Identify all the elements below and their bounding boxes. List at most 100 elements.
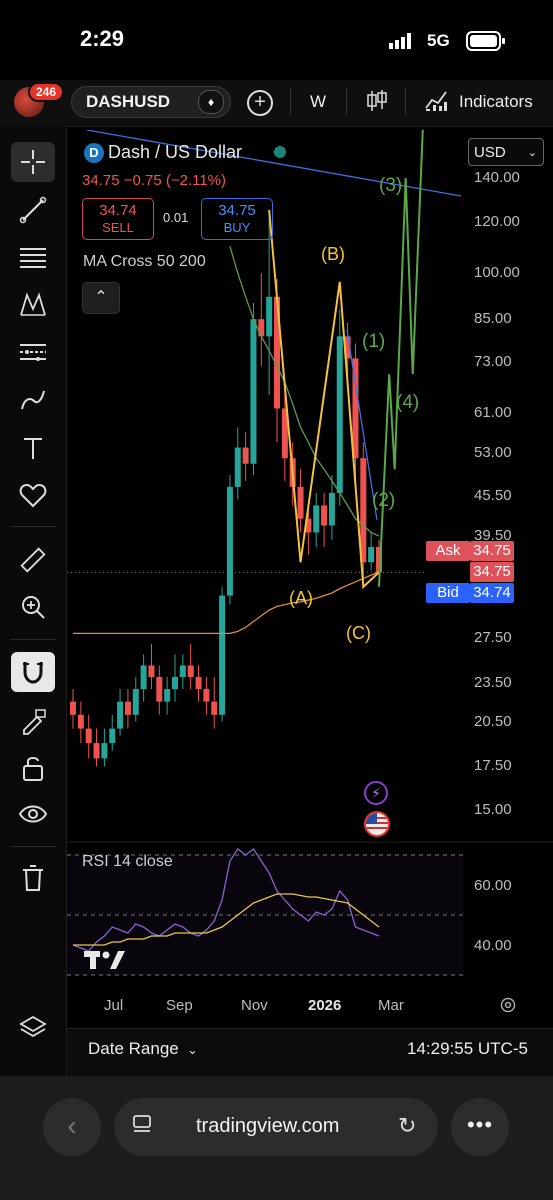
zoom-in-icon[interactable] (11, 587, 55, 627)
ma-line (73, 571, 380, 635)
candle-body (360, 458, 367, 563)
panel-divider (10, 639, 56, 640)
candle-body (179, 665, 186, 678)
sell-button[interactable]: 34.74 SELL (82, 198, 154, 240)
browser-back-button[interactable]: ‹ (43, 1098, 101, 1156)
candle-body (258, 319, 265, 337)
price-axis-label: 17.50 (474, 757, 512, 775)
ma-cross-indicator-label[interactable]: MA Cross 50 200 (83, 253, 206, 270)
symbol-name: DASHUSD (86, 92, 171, 111)
candle-body (93, 743, 100, 759)
collapse-legend-button[interactable]: ⌃ (82, 282, 120, 314)
lightning-event-icon[interactable]: ⚡ (364, 781, 388, 805)
candles-layer (70, 210, 382, 767)
more-options-button[interactable]: ••• (451, 1098, 509, 1156)
trash-icon[interactable] (11, 858, 55, 898)
time-tick-2026: 2026 (308, 997, 342, 1014)
magnet-icon[interactable] (11, 652, 55, 692)
rsi-level-upper: 60.00 (474, 877, 512, 894)
exchange-badge-icon: ♦ (198, 90, 224, 114)
bid-price-tag: 34.74 (470, 583, 514, 603)
price-chart[interactable] (67, 130, 553, 1020)
candle-body (274, 296, 280, 409)
panel-divider (10, 526, 56, 527)
tradingview-logo (84, 949, 126, 977)
visibility-eye-icon[interactable] (11, 794, 55, 834)
indicators-button[interactable]: Indicators (459, 92, 533, 111)
price-axis-label: 140.00 (474, 169, 520, 186)
toolbar-divider (290, 89, 291, 115)
legend-title: Dash / US Dollar (108, 142, 243, 162)
address-bar[interactable] (114, 1098, 438, 1156)
toolbar-divider (346, 89, 347, 115)
trend-line (346, 329, 378, 521)
price-axis-label: 120.00 (474, 212, 520, 230)
interval-button[interactable]: W (310, 92, 327, 111)
candle-body (297, 486, 304, 519)
add-symbol-button[interactable]: + (247, 90, 273, 116)
wave-label-4: (4) (396, 392, 420, 413)
layers-icon[interactable] (11, 1008, 55, 1048)
spread-value: 0.01 (163, 210, 189, 225)
pattern-xabcd-icon[interactable] (11, 285, 55, 325)
unlock-icon[interactable] (11, 748, 55, 788)
indicators-icon[interactable] (424, 88, 450, 118)
favorites-heart-icon[interactable] (11, 476, 55, 516)
price-axis-label: 27.50 (474, 629, 512, 647)
ma-line (229, 246, 380, 537)
buy-price: 34.75 (218, 202, 256, 219)
crosshair-icon[interactable] (11, 142, 55, 182)
wave-label-a: (A) (289, 588, 313, 608)
candle-body (344, 336, 351, 359)
overlays-layer (67, 130, 462, 635)
brush-icon[interactable] (11, 380, 55, 420)
candle-body (368, 546, 375, 563)
last-price-tag: 34.75 (470, 562, 514, 582)
status-bar (0, 0, 553, 80)
text-tool-icon[interactable] (11, 428, 55, 468)
forecast-icon[interactable] (11, 332, 55, 372)
wave-label-3: (3) (379, 175, 403, 196)
rsi-indicator-label[interactable]: RSI 14 close (82, 853, 173, 870)
price-axis-label: 39.50 (474, 527, 512, 545)
candle-body (242, 447, 249, 464)
chart-settings-gear-icon[interactable] (499, 996, 517, 1019)
legend-change: −0.75 (−2.11%) (123, 172, 227, 189)
candle-body (219, 595, 226, 715)
candle-body (352, 358, 359, 459)
panel-divider (10, 846, 56, 847)
price-axis-label: 73.00 (474, 353, 512, 371)
reload-icon[interactable]: ↻ (398, 1113, 417, 1138)
rsi-line (72, 848, 380, 952)
currency-select[interactable]: USD ⌄ (468, 138, 544, 166)
url-text[interactable]: tradingview.com (196, 1115, 340, 1137)
lock-draw-icon[interactable] (11, 702, 55, 742)
trend-line-icon[interactable] (11, 190, 55, 230)
candle-body (70, 701, 76, 715)
buy-label: BUY (223, 220, 251, 235)
wave-label-1: (1) (362, 331, 386, 352)
us-flag-event-icon[interactable] (364, 811, 390, 837)
measure-ruler-icon[interactable] (11, 540, 55, 580)
price-axis-label: 100.00 (474, 264, 520, 282)
candle-body (187, 665, 194, 678)
dash-coin-icon: D (84, 143, 104, 163)
chart-clock[interactable]: 14:29:55 UTC-5 (407, 1039, 528, 1058)
abc-wave-path (268, 209, 380, 590)
candle-body (321, 505, 328, 526)
buy-button[interactable]: 34.75 BUY (201, 198, 273, 240)
candle-body (85, 728, 92, 744)
chart-type-candles-icon[interactable] (366, 89, 388, 119)
price-axis-label: 85.00 (474, 310, 512, 328)
date-range-button[interactable]: Date Range ⌄ (88, 1039, 198, 1059)
reader-mode-icon[interactable] (132, 1114, 152, 1140)
rsi-ma-line (73, 893, 380, 946)
rsi-pane (67, 841, 553, 976)
fib-retracement-icon[interactable] (11, 238, 55, 278)
candle-body (148, 665, 155, 678)
price-axis-label: 45.50 (474, 487, 512, 505)
candle-body (124, 701, 131, 715)
trend-line (86, 130, 462, 197)
impulse-wave-path (378, 130, 424, 587)
candle-body (313, 505, 320, 533)
